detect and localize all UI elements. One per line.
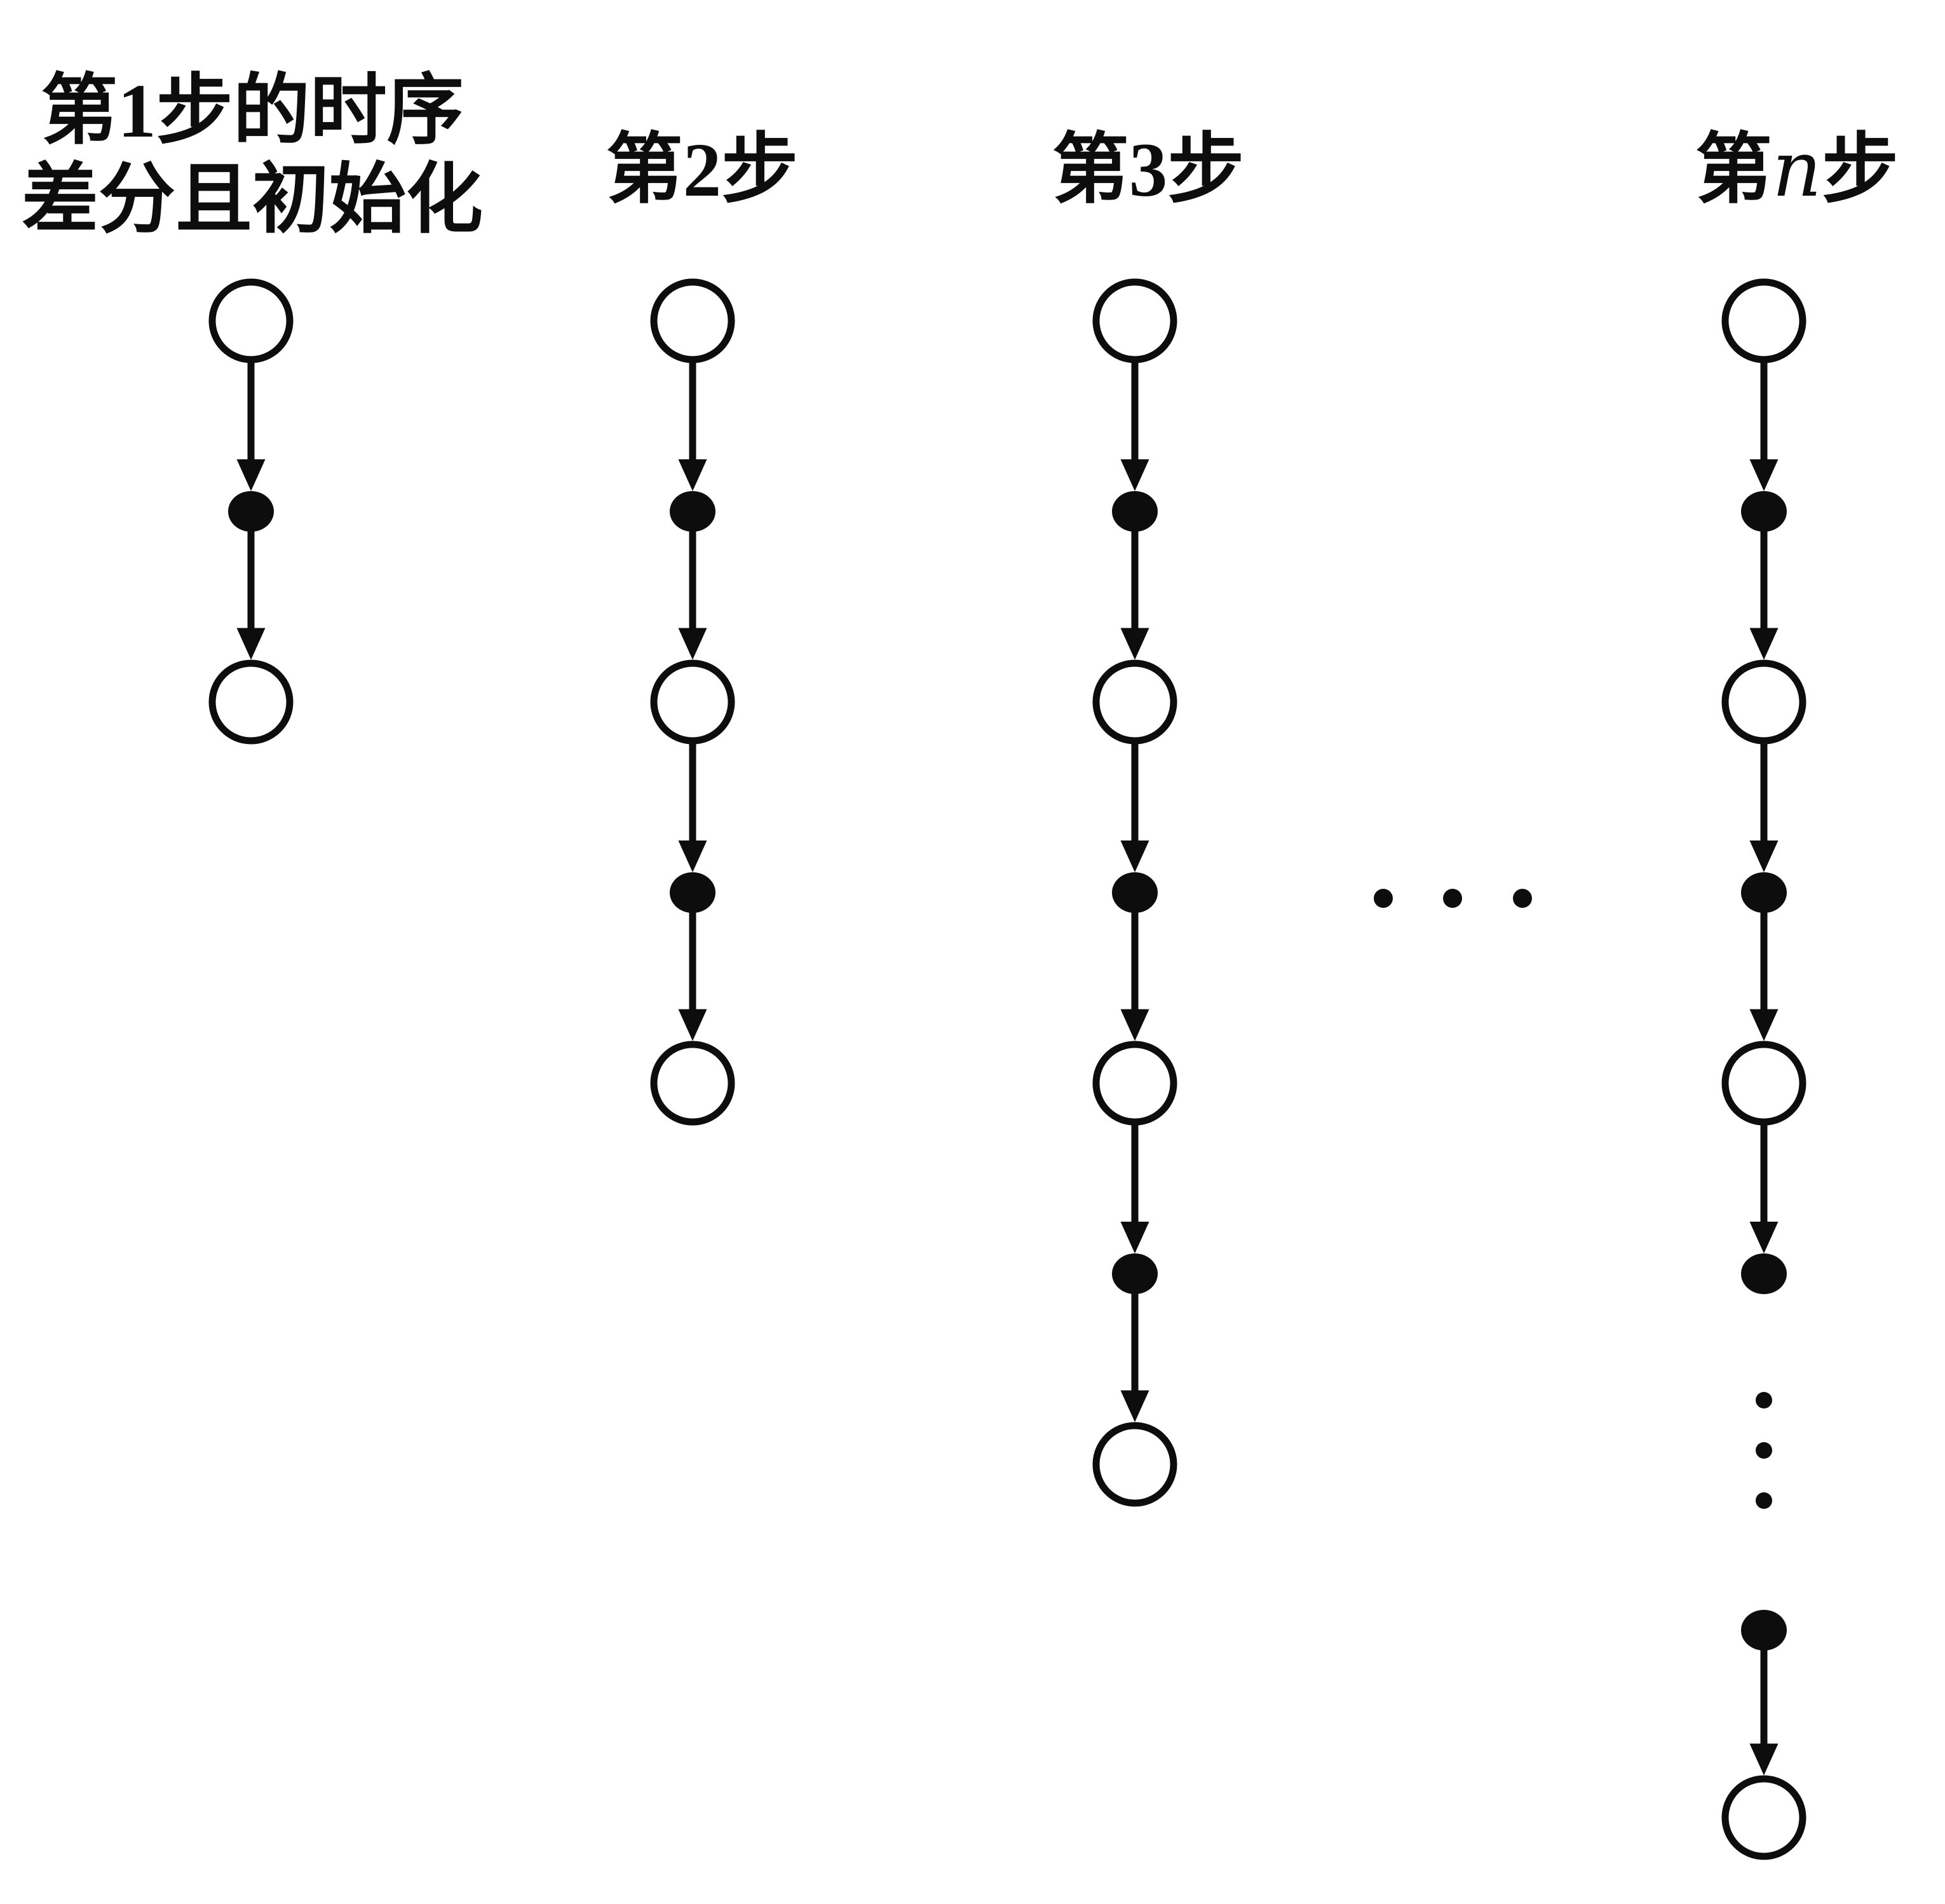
label-step-n-suffix: 步 xyxy=(1822,128,1899,213)
state-node-open xyxy=(1092,1041,1177,1126)
label-step-n-var: n xyxy=(1772,125,1822,214)
arrow-head xyxy=(1749,628,1779,660)
label-step-1-line-2: 差分且初始化 xyxy=(22,158,483,243)
state-node-filled xyxy=(1112,491,1158,532)
state-node-open xyxy=(208,659,294,745)
between-columns-ellipsis xyxy=(1374,889,1532,908)
arrow-head xyxy=(1749,841,1779,872)
vertical-ellipsis-dot xyxy=(1756,1392,1772,1408)
state-node-open xyxy=(650,1041,735,1126)
state-node-filled xyxy=(1741,491,1787,532)
arrow-head xyxy=(678,841,707,872)
step-n-chain xyxy=(1721,278,1806,1860)
arrow-head xyxy=(678,628,707,660)
label-step-3: 第3步 xyxy=(1052,128,1245,213)
state-node-open xyxy=(1092,1422,1177,1507)
state-node-open xyxy=(208,278,294,363)
arrow-head xyxy=(1749,1222,1779,1253)
arrow-head xyxy=(1120,1390,1149,1422)
state-node-filled xyxy=(670,491,715,532)
state-node-open xyxy=(1092,278,1177,363)
state-node-open xyxy=(1092,659,1177,745)
state-node-open xyxy=(650,278,735,363)
step-1-chain xyxy=(208,278,294,745)
state-node-filled xyxy=(1112,1253,1158,1294)
arrow-head xyxy=(1120,1009,1149,1041)
state-node-filled xyxy=(228,491,274,532)
arrow-head xyxy=(1120,1222,1149,1253)
horizontal-ellipsis-dot xyxy=(1513,889,1532,908)
arrow-head xyxy=(1749,1743,1779,1776)
state-node-open xyxy=(1721,659,1806,745)
state-node-open xyxy=(1721,1775,1806,1860)
arrow-head xyxy=(678,1009,707,1041)
arrow-head xyxy=(678,459,707,491)
horizontal-ellipsis-dot xyxy=(1443,889,1462,908)
state-node-filled xyxy=(670,872,715,913)
step-2-chain xyxy=(650,278,735,1126)
label-step-n: 第n步 xyxy=(1695,125,1899,214)
state-node-open xyxy=(1721,278,1806,363)
arrow-head xyxy=(1120,459,1149,491)
label-step-2: 第2步 xyxy=(606,128,799,213)
label-step-1-line-1: 第1步的时序 xyxy=(41,69,464,154)
horizontal-ellipsis-dot xyxy=(1374,889,1393,908)
state-node-filled xyxy=(1741,1610,1787,1651)
label-step-n-prefix: 第 xyxy=(1695,128,1772,213)
arrow-head xyxy=(1120,841,1149,872)
arrow-head xyxy=(236,459,266,491)
arrow-head xyxy=(1749,1009,1779,1041)
state-node-filled xyxy=(1741,872,1787,913)
arrow-head xyxy=(1749,459,1779,491)
vertical-ellipsis-dot xyxy=(1756,1492,1772,1509)
state-node-filled xyxy=(1112,872,1158,913)
arrow-head xyxy=(236,628,266,660)
arrow-head xyxy=(1120,628,1149,660)
vertical-ellipsis-dot xyxy=(1756,1442,1772,1459)
step-3-chain xyxy=(1092,278,1177,1507)
state-node-filled xyxy=(1741,1253,1787,1294)
state-node-open xyxy=(1721,1041,1806,1126)
state-node-open xyxy=(650,659,735,745)
